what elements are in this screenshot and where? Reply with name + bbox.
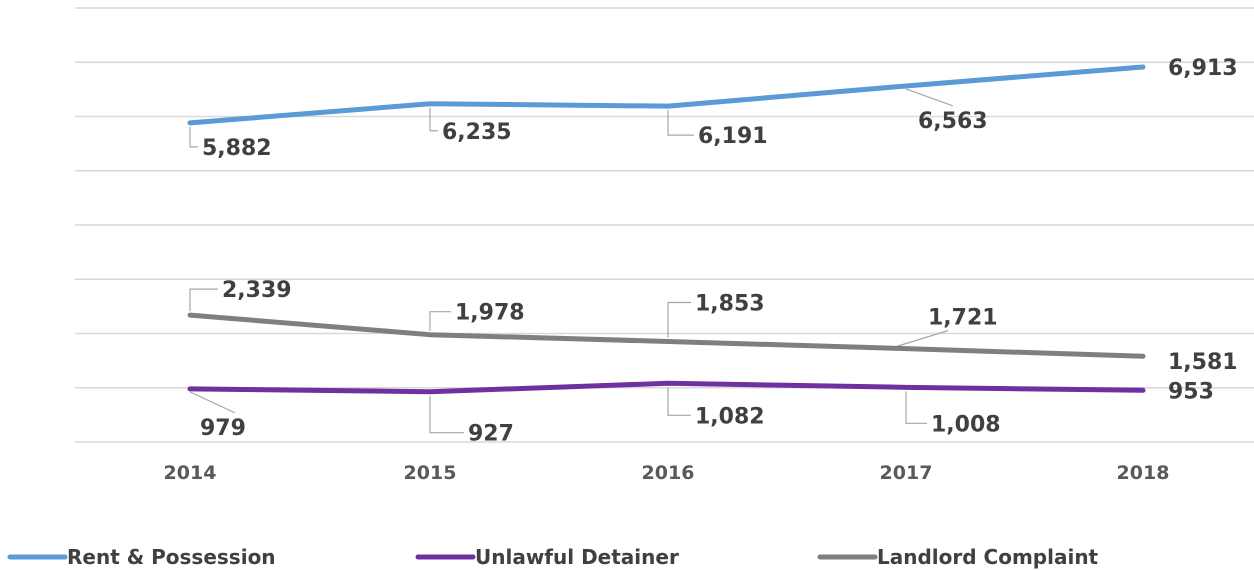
legend-label: Unlawful Detainer (475, 545, 679, 569)
data-label-landlord-complaint: 2,339 (222, 278, 292, 303)
data-label-rent-possession: 6,563 (918, 109, 988, 134)
data-label-leader (189, 126, 198, 148)
data-label-unlawful-detainer: 979 (200, 416, 246, 441)
data-label-unlawful-detainer: 1,008 (931, 412, 1001, 437)
data-label-leader (189, 391, 236, 414)
data-label-landlord-complaint: 1,721 (928, 306, 998, 331)
data-label-rent-possession: 6,191 (698, 124, 768, 149)
data-label-rent-possession: 5,882 (202, 136, 272, 161)
data-label-leader (189, 288, 218, 312)
data-label-rent-possession: 6,235 (442, 120, 512, 145)
data-label-leader (429, 107, 438, 132)
x-tick-label: 2014 (164, 462, 217, 484)
label-leader-lines (189, 88, 954, 434)
x-axis-tick-labels: 2014 2015 2016 2017 2018 (164, 462, 1170, 484)
data-label-leader (667, 110, 694, 136)
data-label-leader (667, 301, 691, 338)
data-label-leader (905, 391, 927, 424)
series-line-landlord-complaint (187, 312, 1146, 359)
x-tick-label: 2017 (880, 462, 933, 484)
data-label-landlord-complaint: 1,853 (695, 291, 765, 316)
legend-item-rent-possession: Rent & Possession (7, 545, 276, 569)
data-label-landlord-complaint: 1,581 (1168, 350, 1238, 375)
data-label-leader (905, 88, 954, 107)
data-labels: 5,882 6,235 6,191 6,563 6,913 979 927 1,082 1,00… (200, 56, 1238, 447)
x-tick-label: 2015 (404, 462, 457, 484)
data-label-leader (429, 395, 464, 434)
x-tick-label: 2018 (1117, 462, 1170, 484)
data-label-rent-possession: 6,913 (1168, 56, 1238, 81)
x-tick-label: 2016 (642, 462, 695, 484)
data-label-landlord-complaint: 1,978 (455, 301, 525, 326)
legend-label: Landlord Complaint (877, 545, 1099, 569)
data-label-unlawful-detainer: 1,082 (695, 404, 765, 429)
data-label-unlawful-detainer: 953 (1168, 379, 1214, 404)
data-label-unlawful-detainer: 927 (468, 422, 514, 447)
legend-item-landlord-complaint: Landlord Complaint (817, 545, 1099, 569)
data-label-leader (429, 311, 451, 331)
series-lines (187, 64, 1146, 395)
legend: Rent & Possession Unlawful Detainer Landlo… (7, 545, 1099, 569)
data-label-leader (895, 330, 949, 348)
series-line-rent-possession (187, 64, 1146, 126)
series-line-unlawful-detainer (187, 380, 1146, 395)
legend-item-unlawful-detainer: Unlawful Detainer (415, 545, 679, 569)
data-label-leader (667, 387, 691, 416)
legend-label: Rent & Possession (67, 545, 276, 569)
